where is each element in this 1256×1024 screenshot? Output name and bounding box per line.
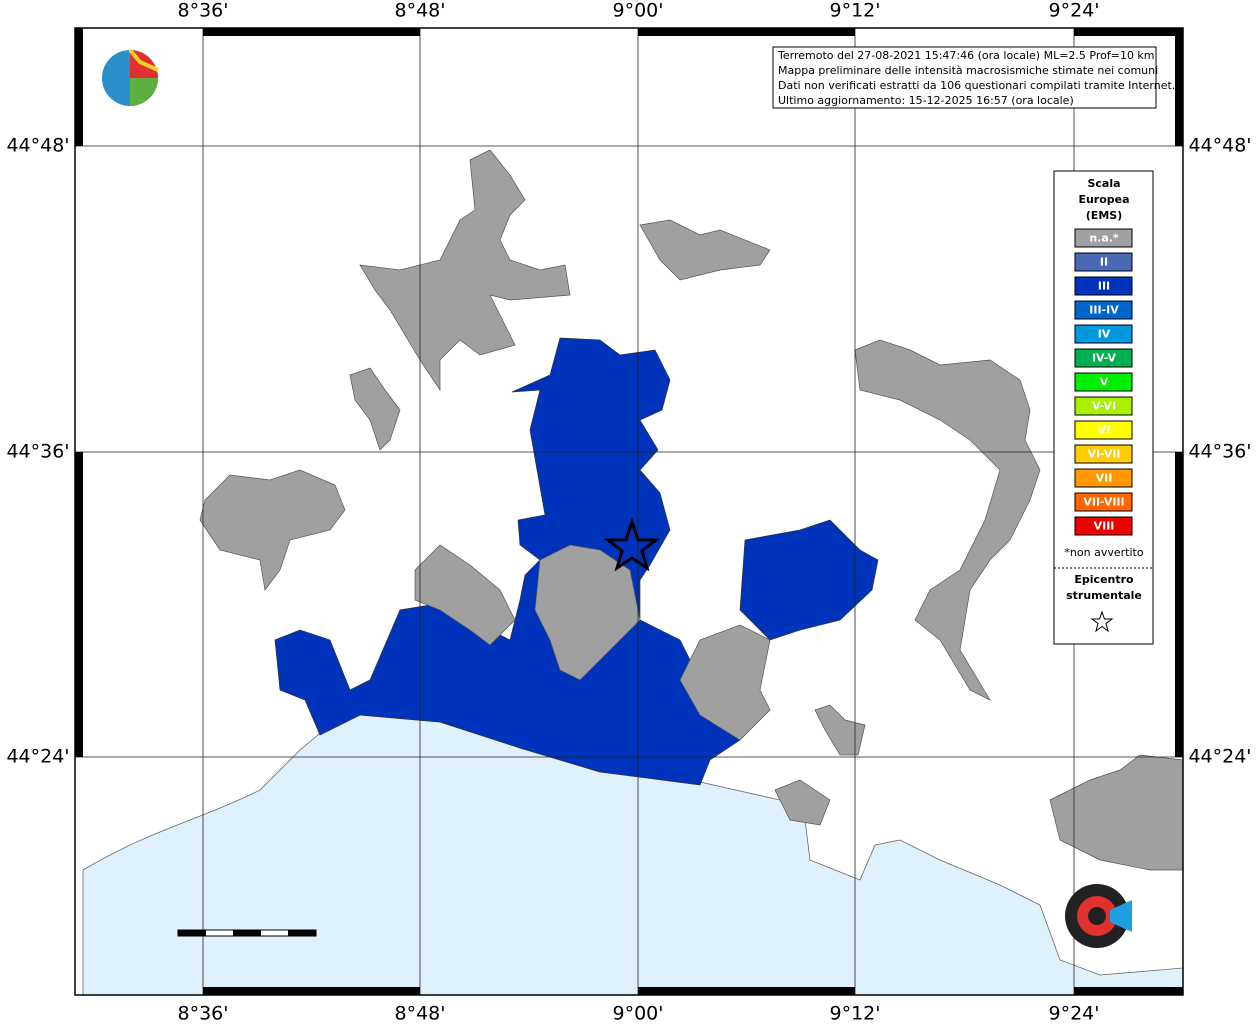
scale-bar xyxy=(177,929,317,937)
lon-label: 8°48' xyxy=(395,0,446,22)
legend-title: Europea xyxy=(1078,193,1129,206)
legend-label: V-VI xyxy=(1092,400,1116,413)
legend-epicenter: strumentale xyxy=(1066,589,1142,602)
legend-label: V xyxy=(1100,376,1109,389)
info-text: Terremoto del 27-08-2021 15:47:46 (ora l… xyxy=(777,49,1175,107)
legend-label: VIII xyxy=(1094,520,1115,533)
region xyxy=(739,519,879,641)
legend-swatch xyxy=(1074,372,1133,392)
legend-label: III-IV xyxy=(1089,304,1119,317)
lat-label: 44°36' xyxy=(6,441,69,463)
legend-swatch xyxy=(1074,492,1133,512)
legend-star xyxy=(1090,610,1114,633)
lon-label: 9°12' xyxy=(830,0,881,22)
legend-label: III xyxy=(1098,280,1110,293)
region xyxy=(274,337,741,786)
legend-swatch xyxy=(1074,420,1133,440)
frame xyxy=(74,27,1184,996)
legend-label: IV xyxy=(1098,328,1111,341)
watermark xyxy=(1065,884,1132,948)
region xyxy=(1049,754,1183,871)
lon-label: 8°36' xyxy=(178,0,229,22)
legend: ScalaEuropea(EMS)n.a.*IIIIIIII-IVIVIV-VV… xyxy=(1054,177,1153,633)
info-box xyxy=(772,46,1157,109)
legend-swatch xyxy=(1074,252,1133,272)
region xyxy=(854,339,1041,701)
legend-swatch xyxy=(1074,300,1133,320)
legend-title: (EMS) xyxy=(1086,209,1122,222)
legend-swatch xyxy=(1074,468,1133,488)
legend-title: Scala xyxy=(1087,177,1120,190)
sea xyxy=(82,714,1183,995)
region xyxy=(534,544,641,681)
legend-label: VI-VII xyxy=(1087,448,1120,461)
info-line: Mappa preliminare delle intensità macros… xyxy=(778,64,1158,77)
legend-label: IV-V xyxy=(1092,352,1117,365)
lat-label: 44°24' xyxy=(6,746,69,768)
epicenter-star xyxy=(603,517,661,572)
lat-label: 44°24' xyxy=(1188,746,1251,768)
lon-label: 8°48' xyxy=(395,1003,446,1024)
lat-label: 44°48' xyxy=(6,135,69,157)
info-line: Ultimo aggiornamento: 15-12-2025 16:57 (… xyxy=(778,94,1074,107)
lon-label: 9°12' xyxy=(830,1003,881,1024)
region xyxy=(349,367,401,451)
legend-swatch xyxy=(1074,276,1133,296)
region xyxy=(414,544,516,646)
legend-label: II xyxy=(1100,256,1108,269)
region xyxy=(774,779,831,826)
lon-label: 9°00' xyxy=(613,0,664,22)
lat-label: 44°36' xyxy=(1188,441,1251,463)
legend-swatch xyxy=(1074,516,1133,536)
legend-label: VI xyxy=(1098,424,1111,437)
region xyxy=(639,219,771,281)
legend-swatch xyxy=(1074,348,1133,368)
lon-label: 8°36' xyxy=(178,1003,229,1024)
logo xyxy=(102,48,159,106)
region xyxy=(679,624,771,741)
region xyxy=(199,469,346,591)
legend-label: VII-VIII xyxy=(1083,496,1124,509)
lat-label: 44°48' xyxy=(1188,135,1251,157)
legend-swatch xyxy=(1074,228,1133,248)
legend-label: VII xyxy=(1096,472,1113,485)
region xyxy=(359,149,571,392)
legend-swatch xyxy=(1074,324,1133,344)
lon-label: 9°24' xyxy=(1049,0,1100,22)
lon-label: 9°24' xyxy=(1049,1003,1100,1024)
legend-swatch xyxy=(1074,444,1133,464)
legend-epicenter: Epicentro xyxy=(1074,573,1134,586)
info-line: Terremoto del 27-08-2021 15:47:46 (ora l… xyxy=(777,49,1155,62)
lon-label: 9°00' xyxy=(613,1003,664,1024)
legend-swatch xyxy=(1074,396,1133,416)
legend-note: *non avvertito xyxy=(1064,546,1143,559)
region xyxy=(814,704,866,756)
info-line: Dati non verificati estratti da 106 ques… xyxy=(778,79,1175,92)
map-area xyxy=(75,28,1183,995)
legend-label: n.a.* xyxy=(1089,232,1119,245)
